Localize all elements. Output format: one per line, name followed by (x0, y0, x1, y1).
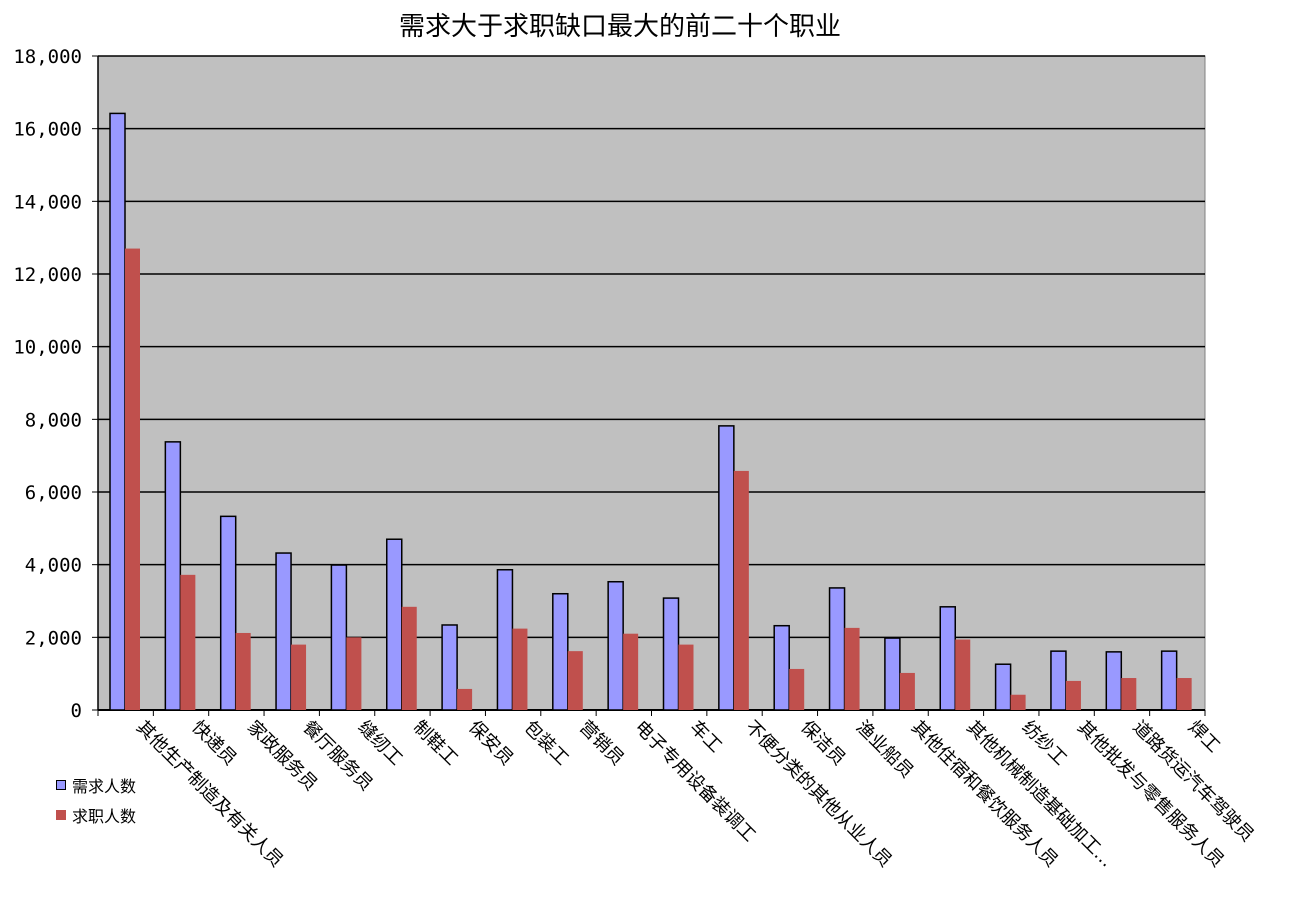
y-tick-label: 16,000 (13, 119, 82, 141)
y-tick-label: 12,000 (13, 264, 82, 286)
bar-applicants (623, 633, 639, 710)
bar-demand (386, 538, 403, 711)
bar-applicants (1065, 680, 1081, 710)
bar-demand (994, 663, 1012, 711)
x-tick-label: 缝纫工 (354, 717, 407, 770)
bar-demand (773, 624, 790, 711)
x-tick-label: 快递员 (187, 717, 240, 770)
bar-demand (1050, 650, 1067, 711)
x-tick-label: 营销员 (575, 717, 628, 770)
x-tick-label: 保安员 (464, 717, 517, 770)
bar-demand (109, 112, 126, 711)
bar-demand (828, 587, 846, 711)
bar-applicants (291, 644, 307, 710)
bar-applicants (899, 672, 915, 710)
bar-demand (1160, 650, 1178, 711)
bar-applicants (844, 627, 860, 710)
bar-applicants (733, 470, 749, 710)
legend-label-demand: 需求人数 (72, 777, 137, 796)
y-tick-label: 6,000 (25, 482, 82, 504)
bar-demand (164, 441, 182, 711)
y-tick-label: 4,000 (25, 555, 82, 577)
plot-area (97, 55, 1206, 711)
bar-demand (662, 597, 680, 711)
legend-item-demand: 需求人数 (56, 770, 136, 800)
y-tick-label: 0 (71, 700, 82, 722)
bar-demand (718, 425, 735, 711)
x-tick-label: 保洁员 (796, 717, 849, 770)
bar-demand (552, 592, 569, 711)
bar-applicants (235, 632, 251, 710)
bar-applicants (678, 644, 694, 710)
bar-applicants (401, 606, 417, 710)
chart-title: 需求大于求职缺口最大的前二十个职业 (398, 12, 841, 42)
legend-item-applicants: 求职人数 (56, 800, 136, 830)
y-tick-label: 2,000 (25, 627, 82, 649)
legend-swatch-applicants (56, 810, 66, 820)
bar-demand (607, 580, 624, 711)
bar-applicants (1121, 678, 1137, 710)
bar-applicants (789, 668, 805, 710)
x-tick-label: 焊工 (1184, 717, 1224, 757)
x-tick-label: 制鞋工 (409, 717, 462, 770)
x-tick-label: 纺纱工 (1018, 717, 1071, 770)
bar-applicants (457, 688, 473, 710)
bar-demand (441, 624, 458, 711)
bar-applicants (346, 637, 362, 710)
x-tick-label: 车工 (686, 717, 726, 757)
bar-demand (219, 515, 237, 711)
y-tick-label: 14,000 (13, 191, 82, 213)
legend-label-applicants: 求职人数 (72, 807, 137, 826)
bar-applicants (180, 574, 196, 710)
bar-demand (1105, 651, 1123, 711)
y-tick-label: 10,000 (13, 337, 82, 359)
bar-demand (275, 552, 292, 711)
bar-applicants (1010, 694, 1026, 710)
legend: 需求人数 求职人数 (56, 770, 136, 830)
legend-swatch-demand (56, 780, 66, 790)
bar-demand (496, 569, 514, 711)
x-tick-label: 包装工 (520, 717, 573, 770)
bar-applicants (1176, 678, 1192, 710)
bar-applicants (567, 651, 583, 710)
bar-applicants (512, 628, 528, 710)
bar-applicants (125, 248, 140, 711)
bar-applicants (955, 639, 971, 710)
bar-demand (939, 606, 956, 711)
x-tick-label: 渔业船员 (852, 717, 918, 783)
bar-demand (330, 564, 348, 711)
y-tick-label: 18,000 (13, 46, 82, 68)
bar-demand (884, 637, 901, 711)
y-tick-label: 8,000 (25, 409, 82, 431)
